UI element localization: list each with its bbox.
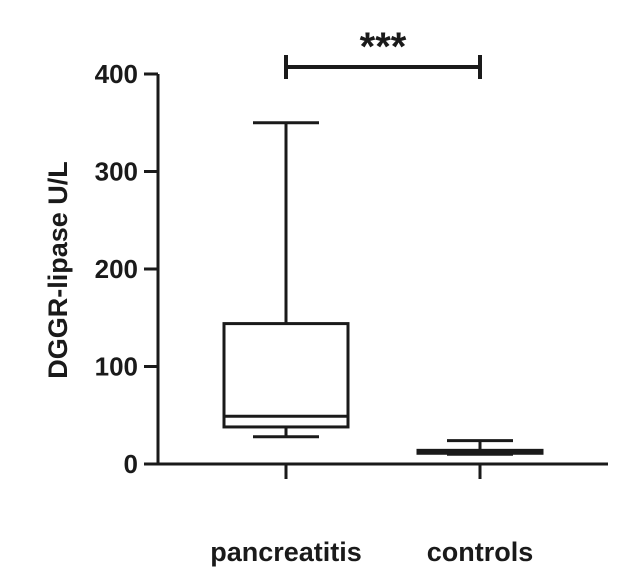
box-pancreatitis [222,121,350,439]
y-axis-label: DGGR-lipase U/L [43,161,73,379]
y-tick-label: 100 [95,352,138,382]
x-axis: pancreatitis controls [158,462,608,567]
y-tick-label: 200 [95,254,138,284]
significance-annotation: *** [284,25,482,79]
y-axis: 0 100 200 300 400 [95,59,160,479]
y-tick-label: 400 [95,59,138,89]
y-tick-label: 300 [95,157,138,187]
box-rect [222,322,350,429]
significance-label: *** [360,25,407,69]
x-category-label: pancreatitis [210,537,362,567]
box-controls [416,439,544,456]
y-tick-label: 0 [124,449,138,479]
x-category-label: controls [427,537,534,567]
box-series [222,121,544,456]
